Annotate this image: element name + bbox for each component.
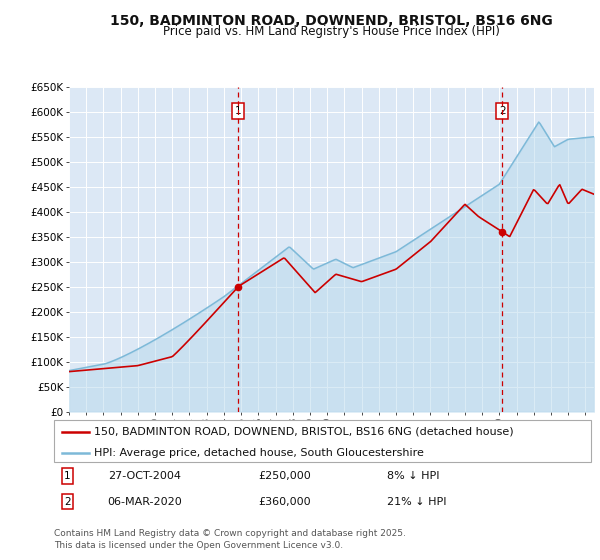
Text: 2: 2 [64, 497, 71, 507]
Text: 27-OCT-2004: 27-OCT-2004 [108, 471, 181, 481]
Text: 1: 1 [64, 471, 71, 481]
Text: 150, BADMINTON ROAD, DOWNEND, BRISTOL, BS16 6NG (detached house): 150, BADMINTON ROAD, DOWNEND, BRISTOL, B… [94, 427, 514, 437]
Text: Contains HM Land Registry data © Crown copyright and database right 2025.
This d: Contains HM Land Registry data © Crown c… [54, 529, 406, 550]
Text: HPI: Average price, detached house, South Gloucestershire: HPI: Average price, detached house, Sout… [94, 448, 424, 458]
Text: 8% ↓ HPI: 8% ↓ HPI [387, 471, 439, 481]
Text: 150, BADMINTON ROAD, DOWNEND, BRISTOL, BS16 6NG: 150, BADMINTON ROAD, DOWNEND, BRISTOL, B… [110, 14, 553, 28]
Text: £360,000: £360,000 [258, 497, 311, 507]
Text: 21% ↓ HPI: 21% ↓ HPI [387, 497, 446, 507]
Text: £250,000: £250,000 [258, 471, 311, 481]
Text: 1: 1 [235, 106, 241, 116]
Text: Price paid vs. HM Land Registry's House Price Index (HPI): Price paid vs. HM Land Registry's House … [163, 25, 500, 38]
Text: 06-MAR-2020: 06-MAR-2020 [108, 497, 182, 507]
Text: 2: 2 [499, 106, 506, 116]
